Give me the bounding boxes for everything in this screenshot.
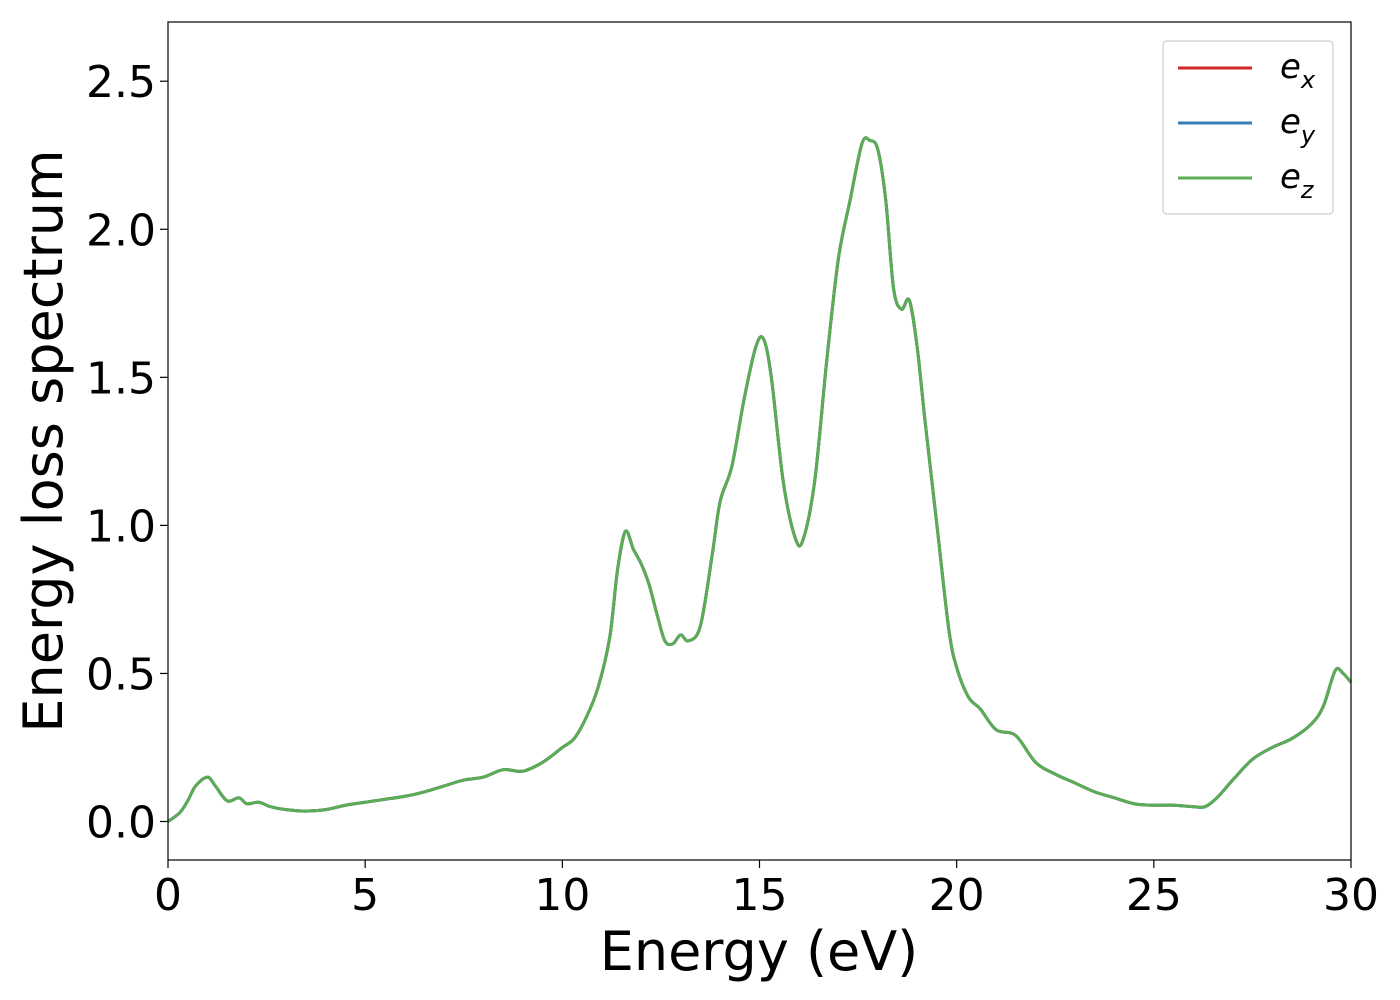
- y-tick-label: 1.0: [86, 501, 156, 552]
- x-tick-label: 0: [154, 870, 182, 921]
- x-tick-label: 20: [929, 870, 985, 921]
- y-tick-label: 2.5: [86, 57, 156, 108]
- series-layer: [167, 136, 1353, 823]
- y-tick-label: 0.0: [86, 798, 156, 849]
- x-tick-label: 10: [534, 870, 590, 921]
- x-tick-label: 5: [351, 870, 379, 921]
- y-axis-ticks: 0.0 0.5 1.0 1.5 2.0 2.5: [86, 57, 168, 849]
- legend-label-y: ey: [1280, 102, 1316, 149]
- x-tick-label: 15: [732, 870, 788, 921]
- y-tick-label: 0.5: [86, 649, 156, 700]
- x-axis-ticks: 0 5 10 15 20 25 30: [154, 860, 1379, 921]
- x-tick-label: 25: [1126, 870, 1182, 921]
- series-line-z: [167, 136, 1353, 823]
- y-axis-label: Energy loss spectrum: [12, 149, 75, 732]
- legend: ex ey ez: [1162, 40, 1334, 215]
- y-tick-label: 1.5: [86, 353, 156, 404]
- legend-label-z: ez: [1280, 157, 1315, 204]
- legend-label-x: ex: [1280, 47, 1316, 94]
- legend-box: [1162, 40, 1334, 215]
- x-tick-label: 30: [1323, 870, 1379, 921]
- y-tick-label: 2.0: [86, 205, 156, 256]
- x-axis-label: Energy (eV): [600, 920, 919, 983]
